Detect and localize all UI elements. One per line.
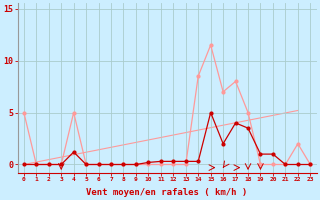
X-axis label: Vent moyen/en rafales ( km/h ): Vent moyen/en rafales ( km/h ) (86, 188, 248, 197)
